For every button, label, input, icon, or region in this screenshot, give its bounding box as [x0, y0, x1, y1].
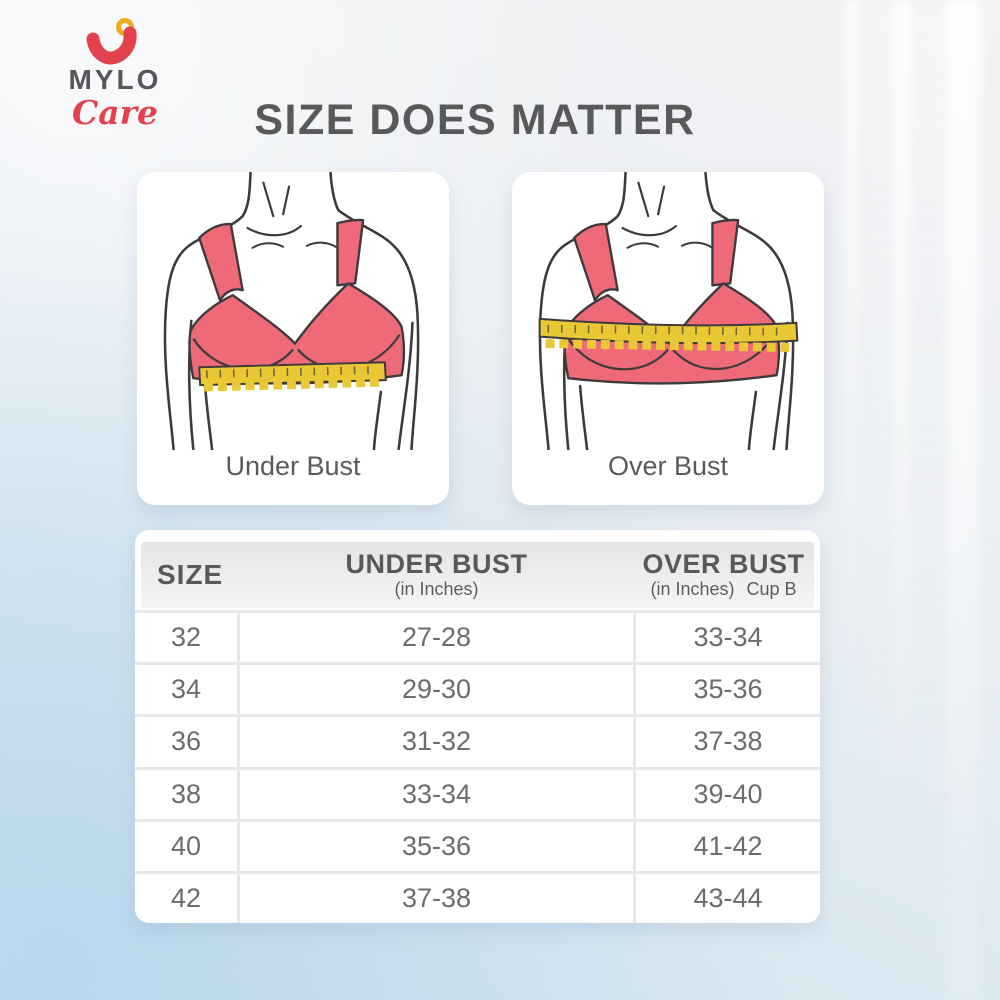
cell-size: 38: [135, 769, 237, 819]
table-row: 32 27-28 33-34: [135, 613, 820, 663]
over-bust-header-label: OVER BUST: [642, 548, 805, 579]
figure-card-over-bust: Over Bust: [512, 172, 824, 505]
table-row: 40 35-36 41-42: [135, 821, 820, 871]
cell-over-bust: 33-34: [636, 613, 820, 663]
cell-over-bust: 37-38: [636, 717, 820, 767]
brand-subname: Care: [71, 93, 159, 132]
brand-name: MYLO: [68, 64, 162, 95]
light-streak: [946, 0, 980, 1000]
cell-over-bust: 43-44: [636, 873, 820, 923]
table-row: 34 29-30 35-36: [135, 665, 820, 715]
cell-size: 34: [135, 665, 237, 715]
table-row: 38 33-34 39-40: [135, 769, 820, 819]
cell-over-bust: 41-42: [636, 821, 820, 871]
under-bust-header-unit: (in Inches): [394, 579, 479, 600]
cell-under-bust: 31-32: [240, 717, 633, 767]
cell-under-bust: 37-38: [240, 873, 633, 923]
logo-smile-arc: [86, 26, 137, 65]
cup-size-label: Cup B: [746, 579, 797, 600]
measuring-tape-over: [538, 317, 799, 352]
cell-under-bust: 33-34: [240, 769, 633, 819]
figure-label-under-bust: Under Bust: [225, 451, 361, 481]
bra-shape: [563, 218, 781, 385]
column-header-size: SIZE: [157, 559, 224, 590]
light-streak: [893, 0, 911, 1000]
smile-icon: [86, 18, 137, 65]
cell-over-bust: 35-36: [636, 665, 820, 715]
underbust-illustration: [163, 172, 420, 450]
light-streak: [845, 0, 859, 1000]
cell-size: 40: [135, 821, 237, 871]
table-row: 36 31-32 37-38: [135, 717, 820, 767]
column-header-under-bust: UNDER BUST (in Inches): [240, 548, 633, 600]
cell-under-bust: 35-36: [240, 821, 633, 871]
cell-under-bust: 29-30: [240, 665, 633, 715]
tape-teeth: [204, 377, 384, 392]
cell-size: 42: [135, 873, 237, 923]
table-body: 32 27-28 33-34 34 29-30 35-36 36 31-32 3…: [135, 610, 820, 923]
figure-card-under-bust: Under Bust: [137, 172, 449, 505]
bra-shape: [188, 218, 406, 385]
over-bust-header-unit: (in Inches) Cup B: [633, 580, 814, 600]
cell-over-bust: 39-40: [636, 769, 820, 819]
size-table: SIZE UNDER BUST (in Inches) OVER BUST (i…: [135, 530, 820, 923]
tape-band: [198, 361, 387, 387]
measuring-tape-under: [198, 361, 387, 392]
cell-size: 32: [135, 613, 237, 663]
under-bust-header-label: UNDER BUST: [345, 548, 528, 579]
column-header-over-bust: OVER BUST (in Inches) Cup B: [633, 548, 814, 600]
cell-under-bust: 27-28: [240, 613, 633, 663]
bra-cup-seams: [567, 334, 776, 371]
page-title: SIZE DOES MATTER: [254, 96, 696, 144]
cell-size: 36: [135, 717, 237, 767]
over-bust-unit: (in Inches): [650, 579, 735, 600]
brand-logo: MYLO Care: [50, 16, 180, 129]
table-header: SIZE UNDER BUST (in Inches) OVER BUST (i…: [141, 542, 814, 608]
table-row: 42 37-38 43-44: [135, 873, 820, 923]
overbust-illustration: [538, 172, 799, 450]
figure-label-over-bust: Over Bust: [607, 451, 729, 481]
